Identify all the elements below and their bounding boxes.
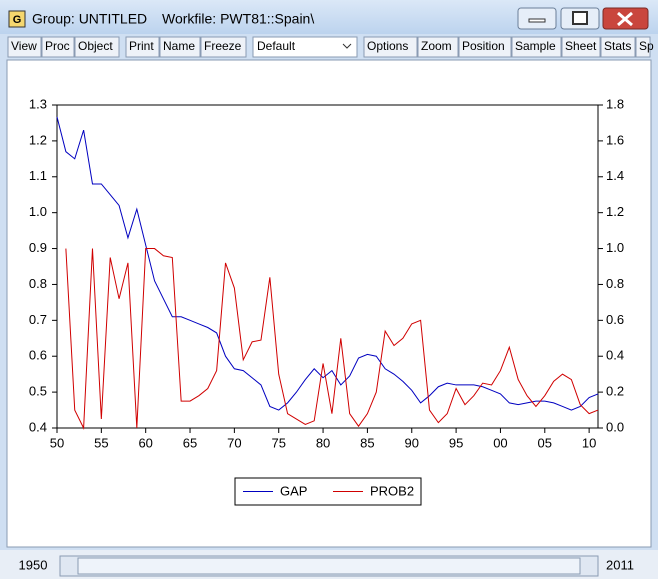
app-icon [8,10,26,28]
y-tick-label: 1.2 [29,132,47,147]
y2-tick-label: 1.6 [606,132,624,147]
workfile-title: Workfile: PWT81::Spain\ [162,11,314,27]
y2-tick-label: 0.2 [606,384,624,399]
y2-tick-label: 1.2 [606,204,624,219]
x-tick-label: 95 [449,435,463,450]
y-tick-label: 1.0 [29,204,47,219]
x-tick-label: 55 [94,435,108,450]
slider-thumb[interactable] [77,557,581,575]
y-tick-label: 0.9 [29,240,47,255]
button-label: Sheet [565,39,597,53]
window-title: Group: UNTITLED [32,11,147,27]
button-label: Object [78,39,113,53]
y-tick-label: 0.6 [29,348,47,363]
app-icon-label: G [13,14,22,26]
button-label: Freeze [204,39,242,53]
y-tick-label: 0.4 [29,419,47,434]
y2-tick-label: 1.0 [606,240,624,255]
y2-tick-label: 0.4 [606,348,624,363]
toolbar-button[interactable] [363,36,418,58]
toolbar-button[interactable] [7,36,42,58]
x-tick-label: 75 [271,435,285,450]
y2-tick-label: 0.8 [606,276,624,291]
toolbar-button[interactable] [600,36,636,58]
button-label: Print [129,39,154,53]
y-tick-label: 0.5 [29,384,47,399]
maximize-icon [572,11,588,25]
minimize-icon [528,18,546,23]
toolbar-button[interactable] [417,36,459,58]
button-label: Name [163,39,195,53]
sample-start: 1950 [19,557,48,572]
button-label: Sp [639,39,654,53]
series-line [56,116,599,411]
button-label: Stats [604,39,631,53]
y-tick-label: 0.7 [29,312,47,327]
x-tick-label: 50 [50,435,64,450]
series-line [65,248,599,430]
button-label: Default [257,39,296,53]
button-label: Position [462,39,505,53]
x-tick-label: 90 [405,435,419,450]
y-tick-label: 0.8 [29,276,47,291]
chart: 0.4 0.5 0.6 0.7 0.8 0.9 1.0 1.1 1.2 1.3 0.0 0.2 0.4 0… [29,96,624,506]
button-label: Proc [45,39,70,53]
toolbar-button[interactable] [635,36,651,58]
x-tick-label: 65 [183,435,197,450]
toolbar-button[interactable] [200,36,247,58]
button-label: Zoom [421,39,452,53]
x-tick-label: 60 [138,435,152,450]
toolbar: View Proc Object Print Name Freeze Default Opti… [7,36,654,58]
toolbar-button[interactable] [159,36,201,58]
x-tick-label: 05 [538,435,552,450]
y-tick-label: 1.1 [29,168,47,183]
chart-area [6,59,652,548]
y2-tick-label: 0.6 [606,312,624,327]
y2-tick-label: 1.4 [606,168,624,183]
x-tick-label: 85 [360,435,374,450]
x-tick-label: 00 [493,435,507,450]
button-label: Options [367,39,408,53]
button-label: View [11,39,37,53]
toolbar-button[interactable] [41,36,75,58]
y2-tick-label: 1.8 [606,96,624,111]
y-tick-label: 1.3 [29,96,47,111]
close-icon [617,11,633,27]
dropdown[interactable] [252,36,358,58]
x-tick-label: 70 [227,435,241,450]
plot-frame [56,104,599,429]
button-label: Sample [515,39,556,53]
toolbar-button[interactable] [511,36,562,58]
toolbar-button[interactable] [125,36,160,58]
x-tick-label: 10 [582,435,596,450]
legend-label: PROB2 [370,483,414,498]
x-tick-label: 80 [316,435,330,450]
dropdown-arrow [342,43,352,49]
toolbar-button[interactable] [458,36,512,58]
sample-end: 2011 [606,557,634,572]
legend-label: GAP [280,483,307,498]
toolbar-button[interactable] [74,36,120,58]
toolbar-button[interactable] [561,36,601,58]
y2-tick-label: 0.0 [606,419,624,434]
